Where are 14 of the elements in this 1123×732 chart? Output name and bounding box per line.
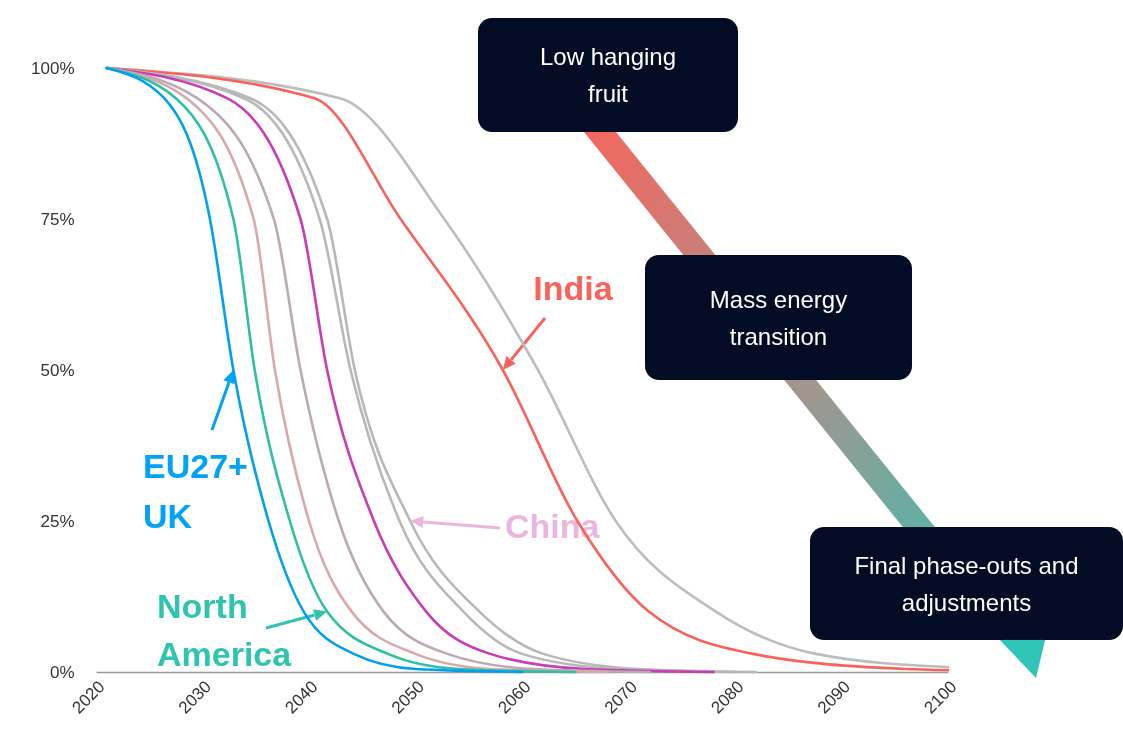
annotation: Low hanging fruit bbox=[538, 42, 678, 109]
y-tick-label: 0% bbox=[49, 662, 75, 682]
y-tick-label: 100% bbox=[31, 58, 75, 78]
y-tick-label: 75% bbox=[40, 209, 75, 229]
callout-box: Mass energy transition bbox=[645, 255, 912, 380]
annotation: India bbox=[533, 269, 614, 307]
annotation: EU27+ UK bbox=[143, 447, 248, 535]
annotation: Final phase-outs and adjustments bbox=[853, 550, 1080, 618]
callout-box: Final phase-outs and adjustments bbox=[810, 527, 1123, 640]
y-tick-label: 25% bbox=[40, 511, 75, 531]
y-tick-label: 50% bbox=[40, 360, 75, 380]
callout-box: Low hanging fruit bbox=[478, 18, 738, 132]
annotation: North America bbox=[157, 587, 293, 673]
annotation: Mass energy transition bbox=[708, 284, 849, 352]
